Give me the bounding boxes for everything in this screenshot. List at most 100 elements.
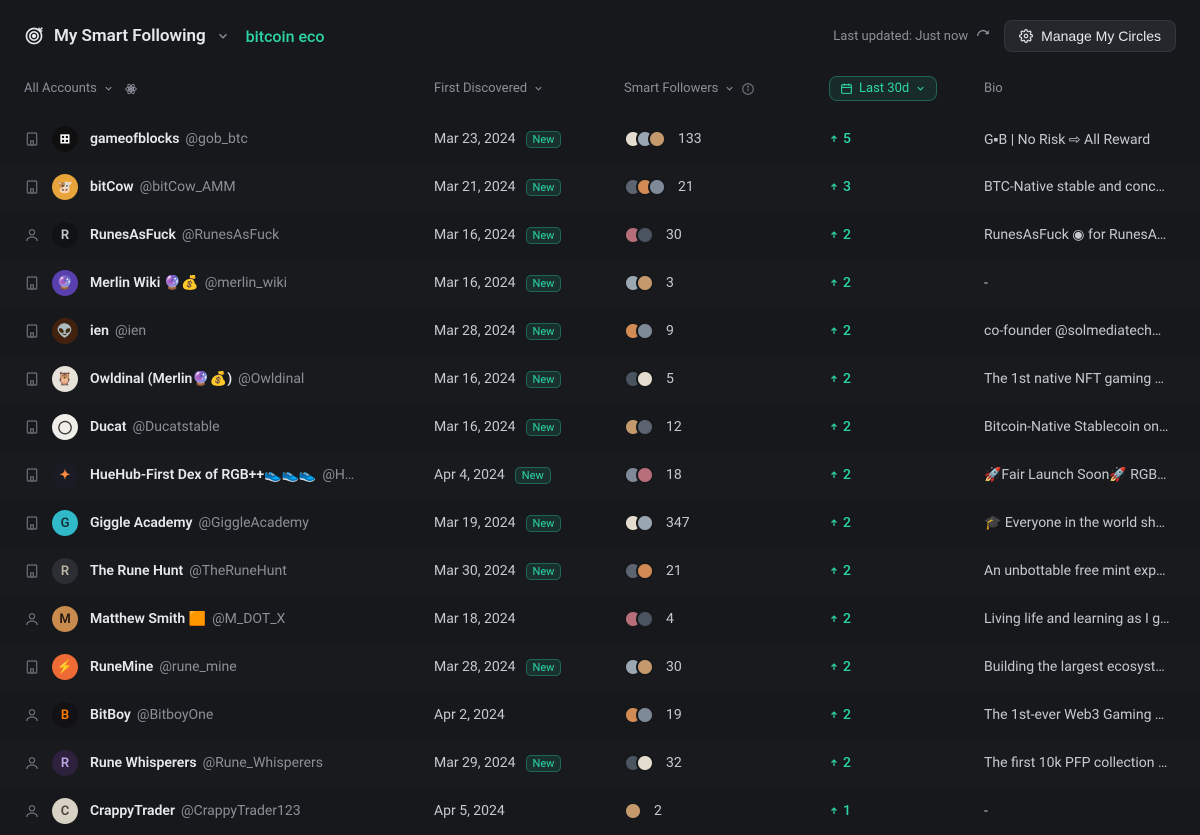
mini-avatar <box>636 706 654 724</box>
first-discovered-cell: Mar 23, 2024New <box>434 131 624 148</box>
date-text: Apr 4, 2024 <box>434 467 505 483</box>
followers-count: 3 <box>666 275 674 291</box>
up-arrow-icon <box>829 614 839 624</box>
up-arrow-icon <box>829 710 839 720</box>
table-row[interactable]: 🔮Merlin Wiki 🔮💰 @merlin_wikiMar 16, 2024… <box>0 259 1200 307</box>
table-row[interactable]: 🦉Owldinal (Merlin🔮💰) @OwldinalMar 16, 20… <box>0 355 1200 403</box>
col-accounts[interactable]: All Accounts <box>24 81 434 96</box>
date-text: Mar 21, 2024 <box>434 179 516 195</box>
follower-avatars <box>624 706 654 724</box>
mini-avatar <box>636 322 654 340</box>
avatar: 🔮 <box>52 270 78 296</box>
delta-value: 2 <box>843 755 851 771</box>
account-cell: GGiggle Academy @GiggleAcademy <box>24 510 434 536</box>
mini-avatar <box>636 418 654 436</box>
building-icon <box>24 515 40 531</box>
date-text: Mar 28, 2024 <box>434 323 516 339</box>
smart-followers-cell: 19 <box>624 706 829 724</box>
building-icon <box>24 131 40 147</box>
avatar: ✦ <box>52 462 78 488</box>
account-cell: RRune Whisperers @Rune_Whisperers <box>24 750 434 776</box>
avatar: ◯ <box>52 414 78 440</box>
table-row[interactable]: ⊞gameofblocks @gob_btcMar 23, 2024New133… <box>0 115 1200 163</box>
user-icon <box>24 707 40 723</box>
table-row[interactable]: 👽ien @ienMar 28, 2024New92co-founder @so… <box>0 307 1200 355</box>
up-arrow-icon <box>829 566 839 576</box>
account-cell: MMatthew Smith 🟧 @M_DOT_X <box>24 606 434 632</box>
smart-followers-cell: 2 <box>624 802 829 820</box>
smart-followers-cell: 32 <box>624 754 829 772</box>
date-text: Mar 18, 2024 <box>434 611 516 627</box>
delta-cell: 2 <box>829 659 984 675</box>
atom-icon[interactable] <box>124 82 138 96</box>
info-icon[interactable] <box>741 82 755 96</box>
follower-avatars <box>624 562 654 580</box>
col-first-discovered[interactable]: First Discovered <box>434 81 624 96</box>
refresh-icon[interactable] <box>976 29 990 43</box>
up-arrow-icon <box>829 758 839 768</box>
handle: @bitCow_AMM <box>140 179 236 195</box>
display-name: The Rune Hunt <box>90 563 183 579</box>
period-pill[interactable]: Last 30d <box>829 76 937 101</box>
smart-followers-cell: 9 <box>624 322 829 340</box>
table-row[interactable]: 🐮bitCow @bitCow_AMMMar 21, 2024New213BTC… <box>0 163 1200 211</box>
smart-followers-cell: 30 <box>624 658 829 676</box>
account-cell: 🦉Owldinal (Merlin🔮💰) @Owldinal <box>24 366 434 392</box>
context-chip[interactable]: bitcoin eco <box>240 25 331 48</box>
user-icon <box>24 227 40 243</box>
table-row[interactable]: MMatthew Smith 🟧 @M_DOT_XMar 18, 202442L… <box>0 595 1200 643</box>
account-cell: ⚡RuneMine @rune_mine <box>24 654 434 680</box>
building-icon <box>24 419 40 435</box>
building-icon <box>24 467 40 483</box>
followers-count: 347 <box>666 515 690 531</box>
date-text: Mar 30, 2024 <box>434 563 516 579</box>
delta-value: 2 <box>843 371 851 387</box>
followers-count: 30 <box>666 227 682 243</box>
chevron-down-icon <box>103 83 114 94</box>
table-row[interactable]: GGiggle Academy @GiggleAcademyMar 19, 20… <box>0 499 1200 547</box>
up-arrow-icon <box>829 806 839 816</box>
mini-avatar <box>636 226 654 244</box>
table-row[interactable]: ⚡RuneMine @rune_mineMar 28, 2024New302Bu… <box>0 643 1200 691</box>
bio-cell: The 1st-ever Web3 Gaming … <box>984 707 1176 723</box>
table-row[interactable]: RThe Rune Hunt @TheRuneHuntMar 30, 2024N… <box>0 547 1200 595</box>
col-smart-followers-label: Smart Followers <box>624 81 718 96</box>
followers-count: 21 <box>678 179 694 195</box>
delta-cell: 2 <box>829 515 984 531</box>
new-badge: New <box>526 323 562 340</box>
chevron-down-icon <box>915 83 926 94</box>
header-right: Last updated: Just now Manage My Circles <box>833 20 1176 52</box>
handle: @Rune_Whisperers <box>203 755 323 771</box>
table-row[interactable]: RRune Whisperers @Rune_WhisperersMar 29,… <box>0 739 1200 787</box>
avatar: 🐮 <box>52 174 78 200</box>
table-row[interactable]: CCrappyTrader @CrappyTrader123Apr 5, 202… <box>0 787 1200 835</box>
table-row[interactable]: BBitBoy @BitboyOneApr 2, 2024192The 1st-… <box>0 691 1200 739</box>
avatar: R <box>52 222 78 248</box>
delta-cell: 2 <box>829 707 984 723</box>
avatar: C <box>52 798 78 824</box>
bio-cell: Living life and learning as I g… <box>984 611 1176 627</box>
delta-value: 2 <box>843 659 851 675</box>
first-discovered-cell: Mar 21, 2024New <box>434 179 624 196</box>
bio-cell: The first 10k PFP collection f… <box>984 755 1176 771</box>
followers-count: 18 <box>666 467 682 483</box>
chevron-down-icon[interactable] <box>216 29 230 43</box>
table-row[interactable]: RRunesAsFuck @RunesAsFuckMar 16, 2024New… <box>0 211 1200 259</box>
display-name: Ducat <box>90 419 126 435</box>
follower-avatars <box>624 274 654 292</box>
col-smart-followers[interactable]: Smart Followers <box>624 81 829 96</box>
delta-value: 2 <box>843 275 851 291</box>
account-cell: RRunesAsFuck @RunesAsFuck <box>24 222 434 248</box>
smart-followers-cell: 4 <box>624 610 829 628</box>
display-name: RuneMine <box>90 659 153 675</box>
up-arrow-icon <box>829 134 839 144</box>
bio-cell: Building the largest ecosyste… <box>984 659 1176 675</box>
table-row[interactable]: ✦HueHub-First Dex of RGB++👟👟👟 @H…Apr 4, … <box>0 451 1200 499</box>
manage-circles-button[interactable]: Manage My Circles <box>1004 20 1176 52</box>
table-row[interactable]: ◯Ducat @DucatstableMar 16, 2024New122Bit… <box>0 403 1200 451</box>
display-name: Rune Whisperers <box>90 755 197 771</box>
mini-avatar <box>636 466 654 484</box>
account-name-line: Owldinal (Merlin🔮💰) @Owldinal <box>90 371 304 387</box>
smart-followers-cell: 347 <box>624 514 829 532</box>
mini-avatar <box>636 274 654 292</box>
